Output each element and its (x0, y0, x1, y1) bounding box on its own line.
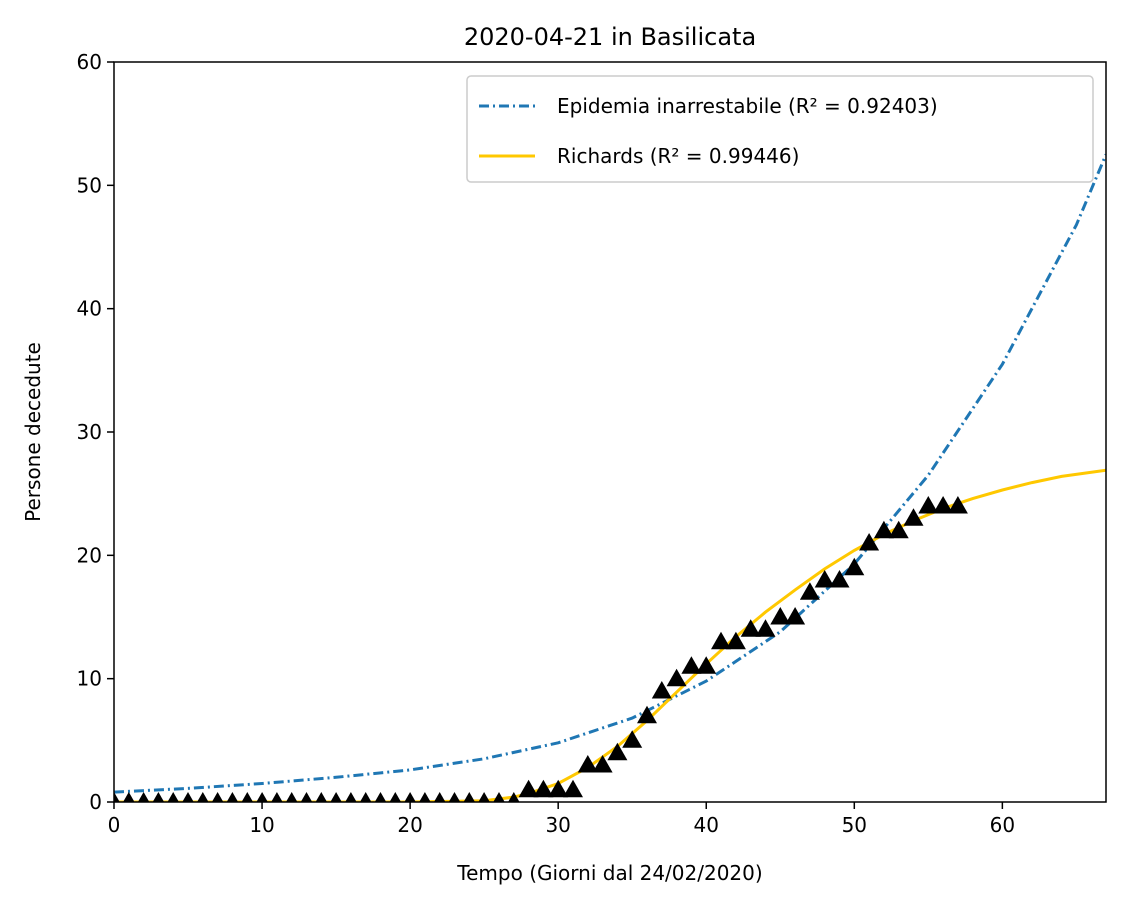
observed-point (577, 755, 598, 773)
y-tick-label: 30 (77, 420, 102, 444)
observed-point (770, 607, 791, 625)
plot-area (114, 153, 1106, 802)
y-tick-label: 50 (77, 173, 102, 197)
observed-point (137, 792, 150, 802)
y-tick-label: 40 (77, 297, 102, 321)
observed-point (197, 792, 209, 802)
observed-point (725, 631, 746, 650)
observed-point (359, 792, 372, 802)
y-tick-label: 20 (77, 543, 102, 567)
y-tick-label: 10 (77, 667, 102, 691)
observed-point (448, 792, 461, 802)
y-tick-label: 0 (89, 790, 102, 814)
observed-point (182, 792, 194, 802)
x-tick-label: 0 (108, 813, 121, 837)
x-tick-label: 10 (249, 813, 274, 837)
observed-point (888, 520, 909, 539)
x-tick-label: 40 (694, 813, 719, 837)
y-axis-title: Persone decedute (21, 342, 45, 522)
x-tick-label: 20 (397, 813, 422, 837)
observed-point (622, 730, 643, 748)
observed-point (285, 792, 298, 802)
observed-point (711, 631, 731, 650)
observed-point (433, 792, 446, 802)
observed-point (947, 496, 968, 514)
observed-point (226, 792, 239, 802)
observed-point (167, 792, 179, 802)
observed-point (637, 705, 657, 724)
observed-point (374, 792, 387, 802)
observed-point (548, 779, 569, 798)
observed-point (300, 792, 313, 802)
observed-point (404, 792, 416, 802)
observed-point (211, 792, 224, 802)
observed-point (463, 792, 476, 802)
x-tick-label: 60 (990, 813, 1015, 837)
observed-point (518, 779, 539, 798)
observed-point (256, 792, 268, 802)
observed-point (814, 570, 835, 588)
observed-point (508, 792, 520, 802)
observed-point (114, 792, 120, 802)
observed-point (696, 656, 717, 674)
observed-point (785, 607, 806, 625)
observed-point (345, 792, 357, 802)
observed-point (533, 779, 554, 798)
observed-point (607, 742, 628, 761)
observed-point (123, 792, 135, 802)
observed-point (755, 619, 776, 637)
observed-point (651, 681, 672, 699)
legend: Epidemia inarrestabile (R² = 0.92403) Ric… (466, 75, 1094, 183)
observed-point (493, 792, 505, 802)
observed-point (829, 570, 850, 588)
observed-point (859, 533, 880, 551)
observed-point (799, 582, 820, 600)
observed-point (271, 792, 283, 802)
legend-label-1: Epidemia inarrestabile (R² = 0.92403) (557, 94, 938, 118)
observed-point (389, 792, 402, 802)
axes: 0 10 20 30 40 50 60 0 10 20 30 40 50 60 (77, 50, 1107, 837)
x-tick-label: 50 (842, 813, 867, 837)
observed-point (903, 508, 924, 526)
observed-point (666, 668, 687, 687)
observed-point (241, 792, 254, 802)
observed-point (740, 619, 761, 637)
legend-box (466, 75, 1094, 183)
series-line-1 (114, 153, 1106, 794)
y-tick-label: 60 (77, 50, 102, 74)
observed-point (478, 792, 490, 802)
x-tick-label: 30 (545, 813, 570, 837)
observed-point (330, 792, 342, 802)
observed-point (933, 496, 954, 514)
observed-point (315, 792, 328, 802)
observed-point (419, 792, 431, 802)
observed-point (681, 656, 702, 674)
chart-title: 2020-04-21 in Basilicata (464, 23, 756, 51)
observed-point (918, 496, 939, 514)
observed-point (563, 779, 583, 798)
x-axis-title: Tempo (Giorni dal 24/02/2020) (456, 861, 762, 885)
legend-label-2: Richards (R² = 0.99446) (557, 144, 799, 168)
observed-point (873, 520, 894, 539)
observed-point (152, 792, 165, 802)
observed-point (592, 755, 613, 773)
observed-point (844, 557, 865, 576)
